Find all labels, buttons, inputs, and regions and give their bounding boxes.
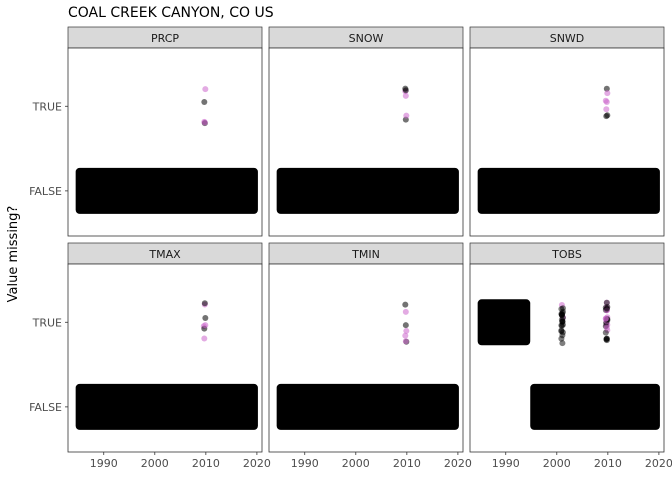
false-point-band: [530, 383, 660, 430]
true-point: [403, 112, 410, 119]
true-point: [201, 99, 208, 106]
chart-title: COAL CREEK CANYON, CO US: [68, 5, 274, 21]
x-tick-label: 2020: [243, 457, 271, 470]
facet-strip-label: PRCP: [151, 32, 179, 45]
true-point: [402, 87, 409, 94]
true-point: [558, 310, 565, 317]
false-point-band: [477, 167, 660, 214]
x-tick-label: 2000: [141, 457, 169, 470]
x-tick-label: 1990: [291, 457, 319, 470]
x-tick-label: 2010: [594, 457, 622, 470]
x-tick-label: 1990: [492, 457, 520, 470]
true-point: [201, 300, 208, 307]
false-point-band: [276, 167, 459, 214]
true-point: [558, 327, 565, 334]
true-point: [602, 329, 609, 336]
y-axis-title: Value missing?: [6, 206, 21, 303]
x-tick-label: 2010: [192, 457, 220, 470]
true-point: [402, 322, 409, 329]
x-tick-label: 2000: [543, 457, 571, 470]
facet-tobs: TOBS 1990 2000 2010 2020: [469, 242, 672, 470]
true-point: [201, 119, 208, 126]
true-point: [402, 332, 409, 339]
true-point: [603, 106, 610, 113]
true-point: [402, 338, 409, 345]
true-point: [603, 335, 610, 342]
true-point: [604, 90, 611, 97]
facet-strip-label: SNWD: [550, 32, 585, 45]
x-tick-label: 2020: [444, 457, 472, 470]
true-point: [402, 308, 409, 315]
facet-strip-label: TOBS: [551, 248, 582, 261]
facet-snwd: SNWD: [469, 26, 665, 237]
true-point: [202, 314, 209, 321]
true-point: [202, 322, 209, 329]
facet-tmin: TMIN 1990 2000 2010 2020: [268, 242, 472, 470]
false-point-band: [75, 167, 258, 214]
facet-tmax: TMAX FALSE TRUE 1990 2000 2010 2020: [29, 242, 271, 470]
true-point: [603, 324, 610, 331]
y-tick-label: FALSE: [29, 401, 62, 414]
y-tick-label: FALSE: [29, 185, 62, 198]
y-tick-label: TRUE: [32, 100, 62, 113]
false-point-band: [276, 383, 459, 430]
facet-prcp: PRCP FALSE TRUE: [29, 26, 263, 237]
true-point: [202, 86, 209, 93]
x-tick-label: 1990: [90, 457, 118, 470]
true-point-band: [477, 299, 531, 346]
facet-strip-label: SNOW: [349, 32, 384, 45]
false-point-band: [75, 383, 258, 430]
true-point: [201, 335, 208, 342]
facet-strip-label: TMAX: [148, 248, 181, 261]
true-point: [559, 340, 566, 347]
true-point: [402, 92, 409, 99]
true-point: [403, 327, 410, 334]
true-point: [558, 306, 565, 313]
facet-strip-label: TMIN: [351, 248, 380, 261]
x-tick-label: 2010: [393, 457, 421, 470]
y-tick-label: TRUE: [32, 316, 62, 329]
facet-snow: SNOW: [268, 26, 464, 237]
true-point: [402, 301, 409, 308]
true-point: [603, 305, 610, 312]
true-point: [603, 85, 610, 92]
true-point: [603, 99, 610, 106]
x-tick-label: 2000: [342, 457, 370, 470]
facet-panels: PRCP FALSE TRUE SNOW SNWD TMAX FALSE TRUE 1990 20…: [29, 26, 672, 470]
true-point: [558, 322, 565, 329]
x-tick-label: 2020: [645, 457, 672, 470]
true-point: [604, 112, 611, 119]
true-point: [602, 315, 609, 322]
true-point: [558, 335, 565, 342]
